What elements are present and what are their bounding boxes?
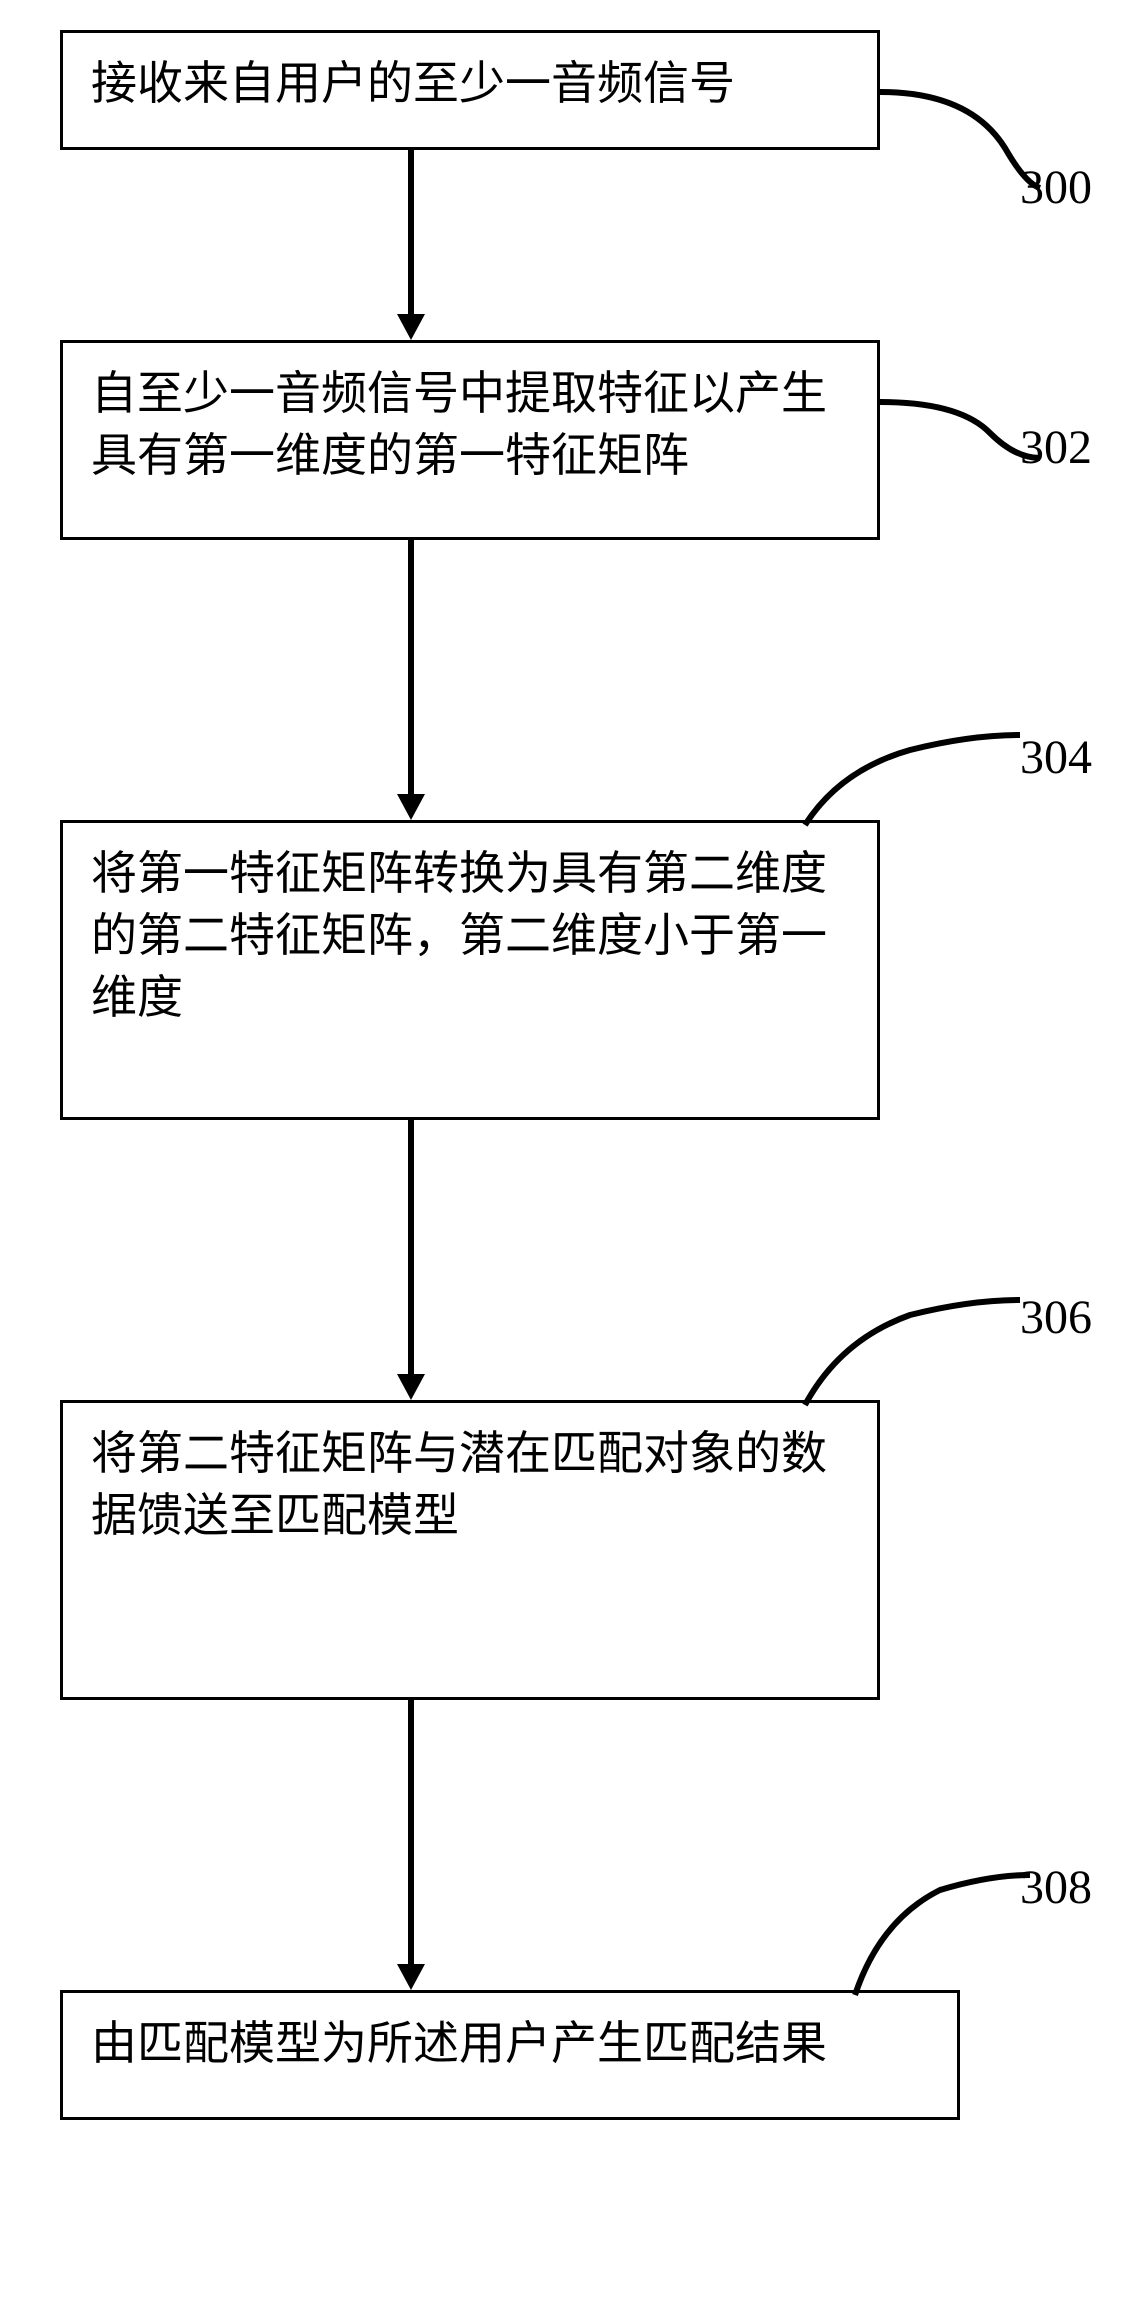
label-308: 308: [1020, 1860, 1092, 1915]
box-text: 自至少一音频信号中提取特征以产生具有第一维度的第一特征矩阵: [91, 363, 849, 487]
flowchart-box-308: 由匹配模型为所述用户产生匹配结果: [60, 1990, 960, 2120]
arrow-line: [408, 150, 414, 314]
arrow-line: [408, 1700, 414, 1964]
box-text: 由匹配模型为所述用户产生匹配结果: [91, 2013, 929, 2075]
flowchart-box-304: 将第一特征矩阵转换为具有第二维度的第二特征矩阵，第二维度小于第一维度: [60, 820, 880, 1120]
label-304: 304: [1020, 730, 1092, 785]
label-302: 302: [1020, 420, 1092, 475]
connector-308: [850, 1870, 1040, 2000]
label-300: 300: [1020, 160, 1092, 215]
arrow-head: [397, 1964, 425, 1990]
arrow-line: [408, 1120, 414, 1374]
label-306: 306: [1020, 1290, 1092, 1345]
connector-306: [800, 1295, 1030, 1410]
box-text: 将第二特征矩阵与潜在匹配对象的数据馈送至匹配模型: [91, 1423, 849, 1547]
arrow-head: [397, 794, 425, 820]
arrow-head: [397, 1374, 425, 1400]
box-text: 将第一特征矩阵转换为具有第二维度的第二特征矩阵，第二维度小于第一维度: [91, 843, 849, 1029]
flowchart-box-302: 自至少一音频信号中提取特征以产生具有第一维度的第一特征矩阵: [60, 340, 880, 540]
box-text: 接收来自用户的至少一音频信号: [91, 53, 849, 115]
connector-304: [800, 730, 1030, 830]
flowchart-box-306: 将第二特征矩阵与潜在匹配对象的数据馈送至匹配模型: [60, 1400, 880, 1700]
arrow-head: [397, 314, 425, 340]
flowchart-box-300: 接收来自用户的至少一音频信号: [60, 30, 880, 150]
arrow-line: [408, 540, 414, 794]
